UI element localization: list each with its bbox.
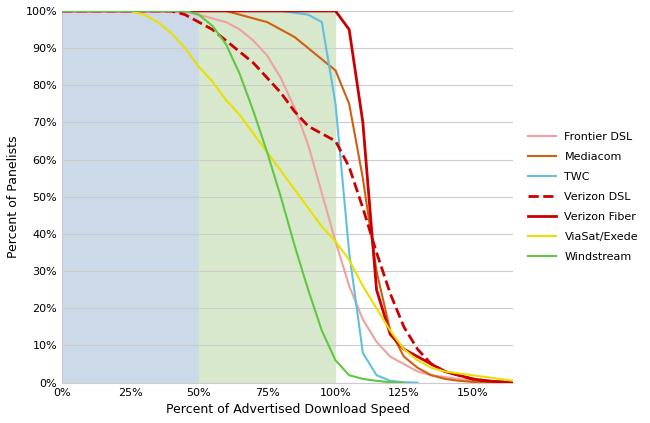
Bar	[199, 11, 335, 383]
Legend: Frontier DSL, Mediacom, TWC, Verizon DSL, Verizon Fiber, ViaSat/Exede, Windstrea: Frontier DSL, Mediacom, TWC, Verizon DSL…	[523, 127, 643, 266]
Bar	[62, 11, 199, 383]
X-axis label: Percent of Advertised Download Speed: Percent of Advertised Download Speed	[166, 403, 410, 416]
Y-axis label: Percent of Panelists: Percent of Panelists	[7, 135, 20, 258]
